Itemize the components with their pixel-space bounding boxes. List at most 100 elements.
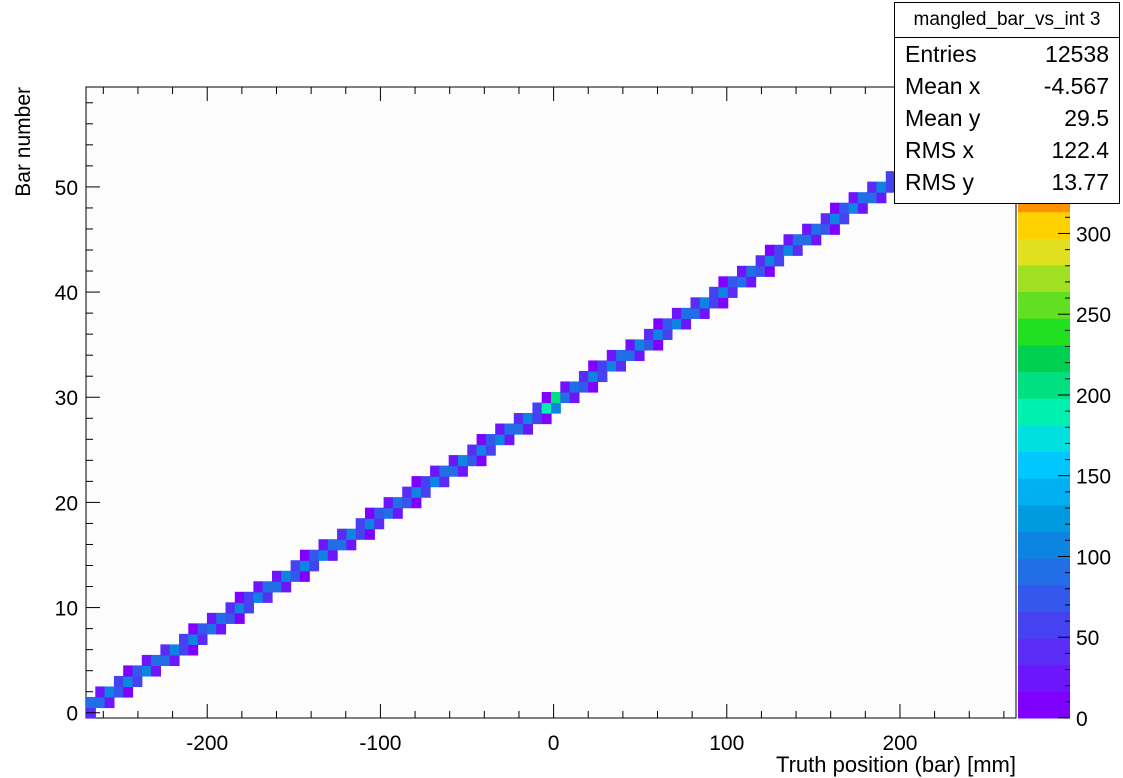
x-tick-label: 0 (548, 732, 560, 755)
histogram-cell (504, 434, 515, 446)
histogram-cell (625, 339, 636, 351)
histogram-cell (448, 455, 459, 467)
histogram-cell (783, 234, 794, 246)
histogram-cell (337, 528, 347, 540)
palette-tick-label: 100 (1076, 546, 1111, 569)
histogram-cell (467, 455, 478, 467)
histogram-cell (513, 423, 524, 435)
histogram-cell (774, 255, 785, 267)
histogram-cell (448, 465, 459, 477)
histogram-cell (355, 518, 366, 530)
histogram-cell (439, 465, 450, 477)
histogram-cell (690, 307, 701, 319)
palette-level (1018, 691, 1070, 719)
palette-level (1018, 531, 1070, 559)
histogram-cell (755, 265, 766, 277)
histogram-cell (383, 507, 394, 519)
histogram-cell (216, 623, 227, 635)
histogram-cell (281, 570, 292, 582)
histogram-cell (792, 244, 803, 256)
histogram-cell (392, 507, 403, 519)
histogram-cell (262, 581, 273, 593)
histogram-cell (867, 181, 878, 193)
histogram-cell (699, 307, 710, 319)
palette-tick-label: 150 (1076, 466, 1111, 489)
histogram-cell (746, 265, 757, 277)
stats-label: RMS x (905, 137, 974, 163)
histogram-cell (718, 286, 729, 298)
palette-tick-label: 200 (1076, 385, 1111, 408)
histogram-cell (839, 202, 850, 214)
histogram-cell (718, 276, 729, 288)
histogram-cell (513, 413, 524, 425)
histogram-cell (244, 591, 254, 603)
histogram-cell (309, 560, 320, 572)
histogram-cell (532, 413, 543, 425)
histogram-cell (216, 612, 227, 624)
palette-level (1018, 318, 1070, 346)
palette-level (1018, 478, 1070, 506)
histogram-cell (792, 234, 803, 246)
palette-level (1018, 558, 1070, 586)
histogram-cell (560, 391, 571, 404)
stats-value: -4.567 (1043, 73, 1109, 99)
histogram-cell (365, 528, 375, 540)
histogram-cell (560, 381, 571, 393)
x-axis-label: Truth position (bar) [mm] (776, 752, 1016, 777)
palette-level (1018, 451, 1070, 479)
histogram-cell (160, 644, 171, 656)
histogram-cell (820, 213, 831, 225)
stats-label: Mean y (905, 105, 981, 131)
histogram-cell (476, 455, 487, 467)
histogram-cell (727, 276, 738, 288)
histogram-cell (104, 696, 115, 709)
histogram-cell (104, 686, 115, 698)
histogram-cell (151, 665, 161, 677)
histogram-cell (644, 339, 654, 351)
histogram-cell (616, 349, 626, 362)
histogram-cell (755, 255, 766, 267)
histogram-cell (309, 549, 320, 561)
histogram-cell (188, 644, 199, 656)
stats-value: 13.77 (1051, 169, 1109, 195)
histogram-cell (811, 223, 822, 235)
y-tick-label: 30 (55, 387, 78, 410)
histogram-cell (262, 591, 273, 603)
histogram-cell (123, 675, 134, 688)
y-axis-label: Bar number (12, 87, 35, 197)
histogram-cell (569, 391, 580, 404)
histogram-cell (802, 234, 812, 246)
histogram-cell (206, 612, 217, 624)
histogram-cell (737, 265, 747, 277)
palette-level (1018, 238, 1070, 266)
histogram-cell (160, 654, 171, 667)
histogram-cell (95, 686, 106, 698)
histogram-cell (234, 591, 245, 603)
histogram-cell (299, 549, 310, 561)
histogram-cell (606, 349, 617, 362)
histogram-cell (374, 518, 385, 530)
histogram-cell (299, 570, 310, 582)
palette-level (1018, 664, 1070, 692)
color-palette-bar: 0 50 100 150 200 250 300 (1018, 185, 1111, 731)
histogram-cell (365, 507, 375, 519)
histogram-cell (625, 349, 636, 362)
histogram-cell (197, 633, 208, 645)
palette-level (1018, 264, 1070, 293)
histogram-cell (532, 402, 543, 414)
histogram-cell (113, 675, 124, 688)
histogram-cell (588, 360, 599, 372)
palette-level (1018, 398, 1070, 426)
histogram-cell (383, 497, 394, 509)
histogram-cell (355, 528, 366, 540)
histogram-cell (681, 318, 692, 330)
histogram-cell (588, 370, 599, 383)
stats-title: mangled_bar_vs_int 3 (895, 3, 1119, 38)
histogram-cell (830, 223, 840, 235)
histogram-cell (365, 518, 375, 530)
histogram-cell (662, 318, 673, 330)
histogram-cell (830, 213, 840, 225)
histogram-cell (346, 539, 357, 551)
histogram-cell (653, 318, 664, 330)
y-tick-label: 10 (55, 598, 78, 621)
